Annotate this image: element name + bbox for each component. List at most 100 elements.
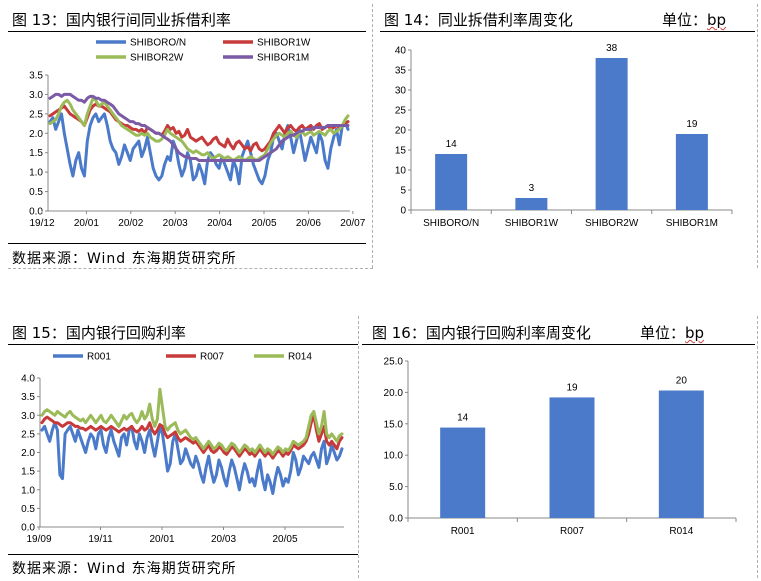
fig14-title: 图 14：同业拆借利率周变化 [384,11,573,29]
fig15-y-tick-label: 0.0 [21,523,35,534]
fig13-y-tick-label: 2.5 [29,109,43,120]
fig16-data-label: 19 [566,382,578,393]
fig13-chart: 0.0 0.5 1.0 1.5 2.0 2.5 3.0 3.5 19/12 20/01 20/02 2… [29,38,366,230]
fig15-legend-label: R001 [87,352,111,363]
fig13-x-tick-label: 20/07 [340,218,365,229]
fig14-y-tick-label: 30 [395,86,407,97]
fig14-unit: 单位：bp [662,9,726,30]
fig13-y-tick-label: 1.5 [29,148,43,159]
fig13-legend-label: SHIBOR2W [130,53,184,64]
fig15-source: 数据来源：Wind 东海期货研究所 [12,561,237,577]
fig15-x-tick-label: 19/09 [26,534,51,545]
fig15-series-r007-line [40,413,344,460]
fig15-y-tick-label: 3.0 [21,411,35,422]
fig13-x-tick-label: 20/03 [163,218,188,229]
fig16-category-label: R014 [669,526,693,537]
fig16-data-label: 20 [676,376,688,387]
fig14-y-tick-label: 20 [395,126,407,137]
fig14-bar-shibor1m [675,134,708,210]
fig15-legend-label: R007 [200,352,224,363]
fig16-title-rule [362,344,755,345]
fig14-unit-value: bp [707,11,727,29]
fig14-y-tick-label: 35 [395,66,407,77]
fig15-x-tick-label: 19/11 [88,534,113,545]
fig13-series-shibor1m-line [48,92,350,162]
fig13-series-shibor2w-line [48,96,350,162]
fig16-y-tick-label: 20.0 [384,388,404,399]
fig14-category-label: SHIBOR1W [505,218,559,229]
fig13-title-rule [8,31,366,32]
fig14-y-tick-label: 10 [395,166,407,177]
fig16-data-label: 14 [457,413,469,424]
fig16-unit-label: 单位： [640,324,686,342]
fig14-chart: 0 5 10 15 20 25 30 35 40 14 SHIBORO/N 3 SHIBOR1W 38 SH… [395,43,733,229]
fig15-legend-label: R014 [288,352,312,363]
fig16-y-tick-label: 10.0 [384,451,404,462]
fig13-x-tick-label: 20/01 [74,218,99,229]
fig13-legend-label: SHIBOR1M [257,53,309,64]
fig15-title: 图 15：国内银行回购利率 [12,324,186,342]
fig15-source-rule [8,554,358,555]
fig16-bar-r014 [658,390,704,518]
fig14-data-label: 38 [606,43,618,54]
fig15-series-r014-line [40,387,344,456]
fig15-chart: 0.0 0.5 1.0 1.5 2.0 2.5 3.0 3.5 4.0 19/09 19/11 20/… [21,352,344,545]
fig13-x-tick-label: 20/05 [251,218,276,229]
fig14-y-tick-label: 25 [395,106,407,117]
fig14-category-label: SHIBORO/N [423,218,479,229]
fig16-unit-value: bp [685,324,705,342]
fig13-y-tick-label: 1.0 [29,168,43,179]
fig15-y-tick-label: 1.5 [21,467,35,478]
fig16-category-label: R007 [560,526,584,537]
fig14-title-rule [380,31,755,32]
fig13-series-shiboro/n-line [48,112,350,186]
fig13-legend-label: SHIBOR1W [257,38,311,49]
fig16-y-tick-label: 5.0 [389,482,403,493]
fig14-data-label: 14 [446,139,458,150]
fig14-data-label: 19 [686,119,698,130]
fig13-x-tick-label: 20/04 [207,218,232,229]
fig14-y-tick-label: 0 [400,206,406,217]
fig15-x-tick-label: 20/05 [272,534,297,545]
fig13-y-tick-label: 2.0 [29,129,43,140]
right-border-bottom [757,316,758,578]
fig14-data-label: 3 [529,183,535,194]
top-bottom-divider [8,268,373,269]
fig16-y-tick-label: 25.0 [384,357,404,368]
fig15-y-tick-label: 3.5 [21,392,35,403]
fig13-x-tick-label: 20/02 [118,218,143,229]
fig14-bar-shibor1w [515,198,548,210]
fig16-bar-r001 [440,427,486,518]
fig16-y-tick-label: 0.0 [389,514,403,525]
fig15-y-tick-label: 0.5 [21,504,35,515]
fig13-source: 数据来源：Wind 东海期货研究所 [12,251,237,267]
fig13-y-tick-label: 3.5 [29,71,43,82]
fig14-y-tick-label: 5 [400,186,406,197]
fig15-y-tick-label: 1.0 [21,485,35,496]
fig14-unit-label: 单位： [662,11,708,29]
fig13-source-rule [8,243,366,244]
fig15-x-tick-label: 20/03 [211,534,236,545]
fig15-y-tick-label: 2.0 [21,448,35,459]
fig13-y-tick-label: 3.0 [29,90,43,101]
fig13-title: 图 13：国内银行间同业拆借利率 [12,11,231,29]
fig15-series-r001-line [40,421,344,495]
fig16-title: 图 16：国内银行回购利率周变化 [372,324,591,342]
fig13-legend-label: SHIBORO/N [130,38,186,49]
fig16-category-label: R001 [451,526,475,537]
fig14-y-tick-label: 40 [395,46,407,57]
fig14-category-label: SHIBOR2W [585,218,639,229]
fig15-y-tick-label: 2.5 [21,429,35,440]
right-border [757,4,758,268]
fig14-y-tick-label: 15 [395,146,407,157]
fig14-bar-shibor2w [595,58,628,210]
fig13-y-tick-label: 0.0 [29,207,43,218]
fig15-x-tick-label: 20/01 [149,534,174,545]
fig16-bar-r007 [549,397,595,518]
fig16-y-tick-label: 15.0 [384,419,404,430]
fig13-x-tick-label: 20/06 [296,218,321,229]
fig13-y-tick-label: 0.5 [29,187,43,198]
fig14-category-label: SHIBOR1M [666,218,718,229]
fig16-chart: 0.0 5.0 10.0 15.0 20.0 25.0 14 R001 19 R007 20 R014 [384,357,737,537]
fig13-x-tick-label: 19/12 [29,218,54,229]
